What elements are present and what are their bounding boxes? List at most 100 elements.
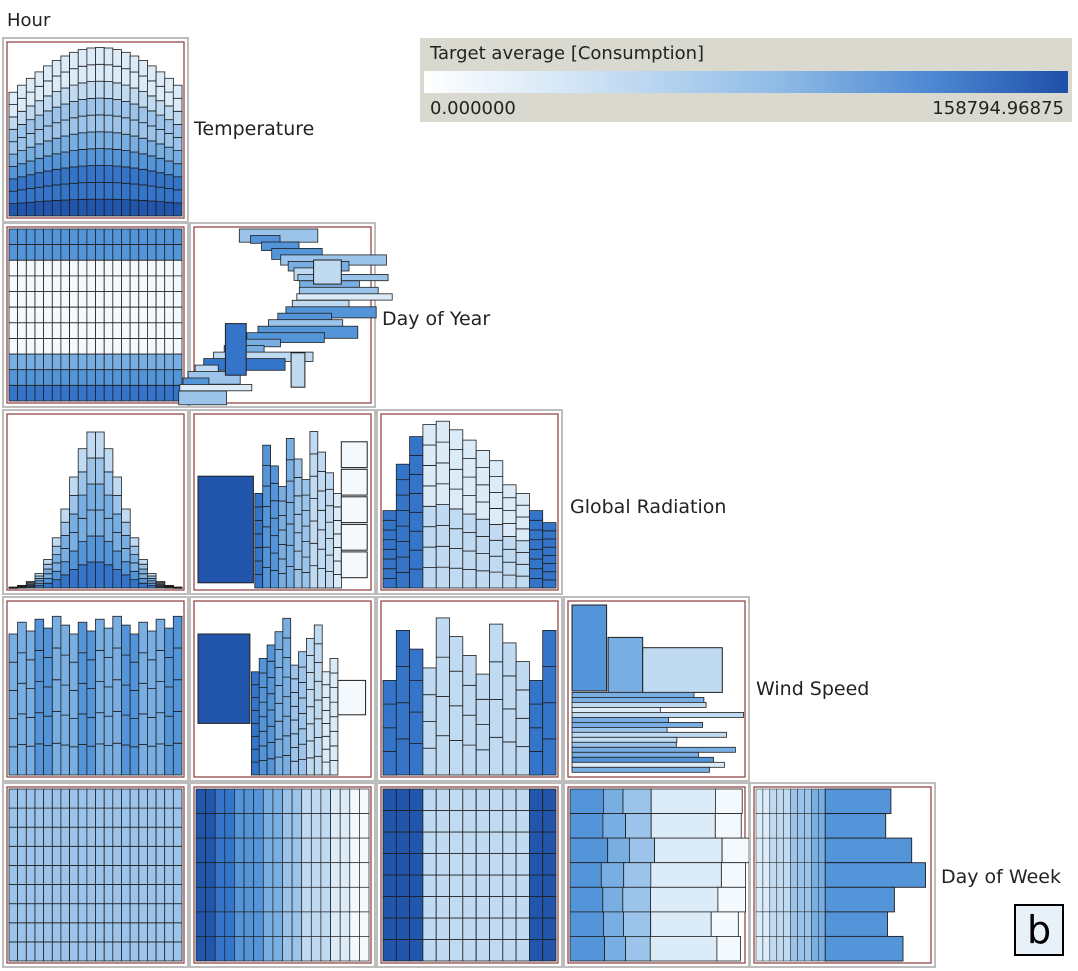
mosaic-tile [103, 788, 114, 809]
mosaic-tile [258, 687, 268, 703]
mosaic-tile [502, 896, 517, 919]
mosaic-tile [515, 853, 530, 876]
mosaic-tile [571, 702, 707, 708]
mosaic-tile [103, 259, 114, 277]
mosaic-tile [435, 831, 450, 854]
mosaic-tile [138, 322, 148, 339]
mosaic-tile [103, 826, 114, 847]
mosaic-tile [409, 436, 424, 456]
mosaic-tile [103, 686, 114, 717]
mosaic-tile [422, 444, 437, 466]
mosaic-tile [285, 437, 295, 461]
mosaic-tile [502, 497, 517, 512]
mosaic-tile [282, 837, 293, 864]
mosaic-tile [25, 369, 36, 386]
mosaic-tile [291, 936, 303, 962]
mosaic-tile [716, 936, 741, 962]
mosaic-tile [86, 903, 97, 924]
mosaic-tile [69, 51, 79, 70]
mosaic-tile [449, 548, 464, 569]
mosaic-tile [164, 657, 174, 688]
mosaic-tile [250, 723, 260, 737]
mosaic-tile [325, 488, 334, 507]
mosaic-tile [502, 708, 517, 743]
mosaic-tile [164, 884, 174, 905]
mosaic-tile [435, 420, 450, 443]
mosaic-tile [155, 743, 166, 776]
mosaic-tile [797, 936, 805, 962]
mosaic-tile [313, 699, 323, 720]
mosaic-tile [515, 563, 530, 577]
mosaic-tile [121, 561, 131, 576]
mosaic-tile [138, 228, 148, 246]
mosaic-tile [172, 586, 183, 588]
mosaic-tile [321, 697, 331, 711]
mosaic-tile [790, 862, 798, 888]
mosaic-tile [317, 568, 327, 589]
mosaic-tile [121, 508, 131, 523]
mosaic-tile [95, 114, 105, 133]
mosaic-tile [51, 306, 62, 324]
mosaic-tile [95, 650, 105, 683]
mosaic-tile [34, 369, 45, 386]
mosaic-tile [155, 618, 166, 651]
mosaic-tile [164, 105, 174, 121]
mosaic-tile [95, 826, 105, 847]
mosaic-tile [77, 941, 88, 962]
mosaic-tile [155, 941, 166, 962]
mosaic-tile [262, 911, 274, 937]
mosaic-tile [790, 837, 798, 863]
mosaic-tile [103, 903, 114, 924]
mosaic-tile [339, 886, 351, 913]
mosaic-tile [25, 659, 36, 689]
mosaic-tile [274, 756, 284, 776]
mosaic-tile [262, 862, 274, 888]
mosaic-tile [17, 941, 27, 962]
mosaic-tile [762, 813, 771, 839]
mosaic-tile [282, 862, 293, 888]
mosaic-tile [382, 810, 397, 833]
mosaic-tile [489, 853, 504, 876]
mosaic-tile [569, 813, 604, 839]
mosaic-tile [146, 717, 157, 747]
mosaic-tile [449, 567, 464, 589]
mosaic-tile [449, 429, 464, 450]
mosaic-tile [60, 684, 71, 716]
mosaic-tile [395, 788, 410, 811]
mosaic-tile [77, 99, 88, 117]
mosaic-tile [129, 55, 140, 73]
mosaic-tile [25, 717, 36, 747]
mosaic-tile [43, 140, 53, 157]
mosaic-tile [607, 837, 630, 864]
mosaic-tile [17, 275, 27, 292]
mosaic-tile [571, 736, 678, 743]
mosaic-tile [330, 936, 341, 962]
mosaic-tile [17, 291, 27, 308]
mosaic-tile [650, 911, 712, 937]
mosaic-tile [409, 455, 424, 475]
mosaic-tile [515, 661, 530, 691]
mosaic-tile [34, 172, 45, 188]
mosaic-tile [95, 97, 105, 116]
mosaic-tile [542, 810, 557, 833]
mosaic-tile [422, 485, 437, 507]
mosaic-tile [95, 845, 105, 866]
mosaic-tile [422, 874, 437, 897]
mosaic-tile [254, 520, 264, 535]
mosaic-tile [382, 703, 397, 729]
mosaic-tile [112, 711, 122, 744]
mosaic-tile [103, 884, 114, 905]
mosaic-tile [274, 720, 284, 740]
mosaic-tile [409, 648, 424, 681]
mosaic-tile [325, 571, 334, 589]
mosaic-tile [382, 727, 397, 752]
mosaic-tile [43, 627, 53, 658]
mosaic-tile [95, 306, 105, 324]
mosaic-tile [8, 153, 19, 167]
mosaic-tile [95, 131, 105, 149]
mosaic-tile [569, 837, 609, 864]
mosaic-tile [146, 338, 157, 355]
mosaic-tile [86, 788, 97, 809]
mosaic-tile [313, 680, 323, 701]
